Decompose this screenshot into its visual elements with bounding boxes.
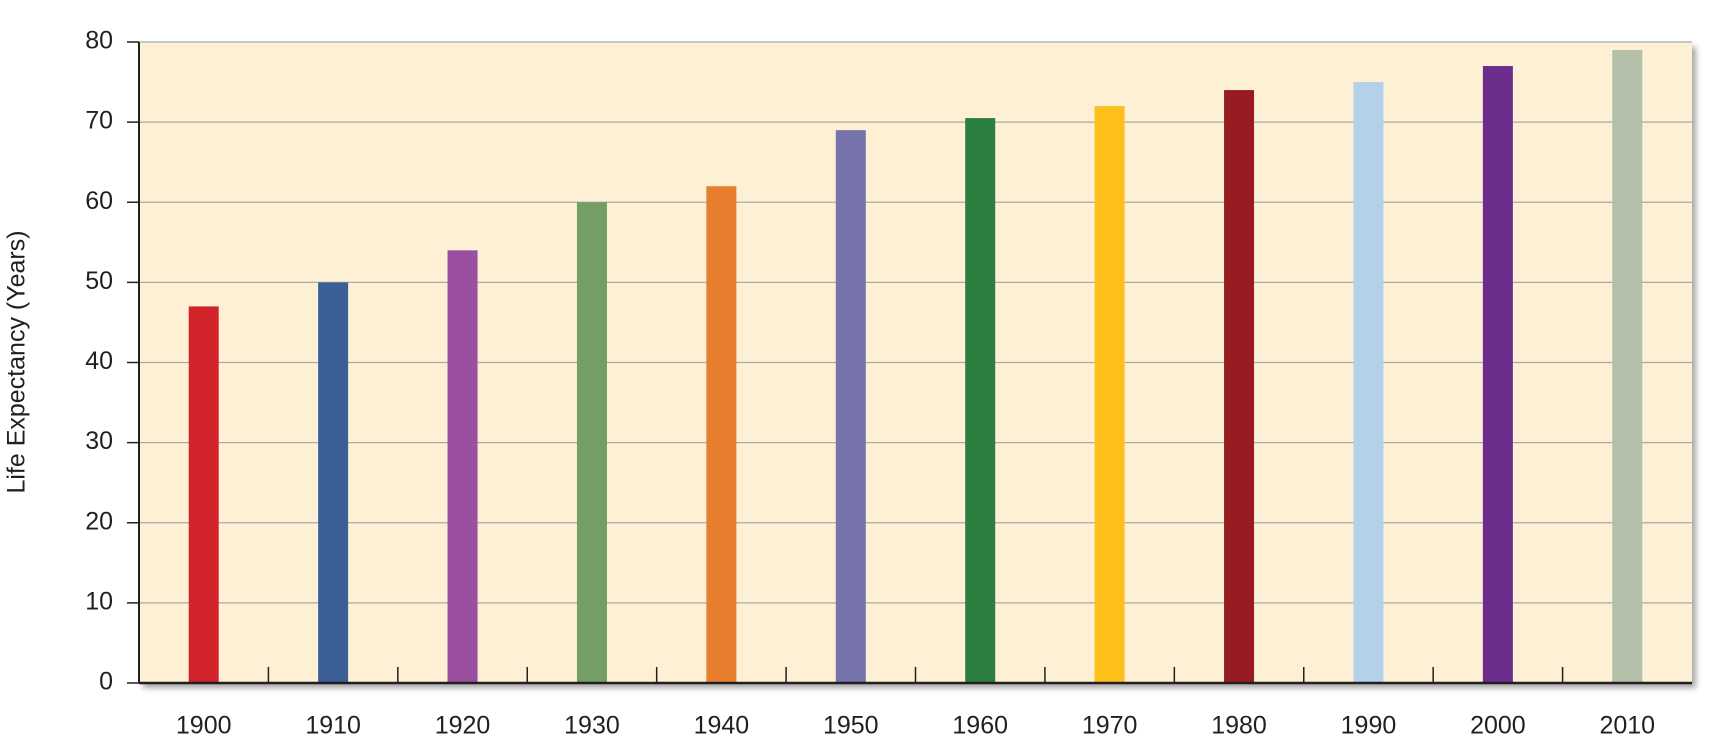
x-tick-label: 1930 xyxy=(564,712,620,740)
x-tick-label: 2000 xyxy=(1470,712,1526,740)
bar xyxy=(188,306,219,683)
y-tick-label: 70 xyxy=(85,107,113,135)
y-tick-label: 10 xyxy=(85,587,113,615)
y-tick-label: 0 xyxy=(99,668,113,696)
bar xyxy=(1612,50,1643,683)
plot-layer: 0 10 20 30 40 50 60 70 80 1900 1910 1920 1930 1940 195… xyxy=(85,27,1692,740)
y-axis-label: Life Expectancy (Years) xyxy=(3,230,31,493)
x-tick-label: 1900 xyxy=(176,712,232,740)
y-tick-label: 20 xyxy=(85,507,113,535)
x-tick-label: 1920 xyxy=(435,712,491,740)
bar xyxy=(835,130,866,683)
y-tick-label: 60 xyxy=(85,187,113,215)
bar xyxy=(318,282,349,683)
y-tick-label: 80 xyxy=(85,27,113,55)
x-tick-label: 1940 xyxy=(694,712,750,740)
bar xyxy=(576,202,607,683)
x-tick-label: 1970 xyxy=(1082,712,1138,740)
bar xyxy=(1094,106,1125,684)
x-tick-label: 1910 xyxy=(305,712,361,740)
x-tick-label: 1980 xyxy=(1211,712,1267,740)
bar xyxy=(1482,66,1513,684)
bar xyxy=(447,250,478,683)
bar xyxy=(1353,82,1384,683)
x-tick-label: 1960 xyxy=(952,712,1008,740)
x-tick-label: 1950 xyxy=(823,712,879,740)
bar xyxy=(965,118,996,683)
y-tick-label: 40 xyxy=(85,347,113,375)
x-tick-label: 1990 xyxy=(1341,712,1397,740)
bar xyxy=(1224,90,1255,683)
x-tick-label: 2010 xyxy=(1599,712,1655,740)
y-tick-label: 30 xyxy=(85,427,113,455)
bar xyxy=(706,186,737,683)
y-tick-label: 50 xyxy=(85,267,113,295)
